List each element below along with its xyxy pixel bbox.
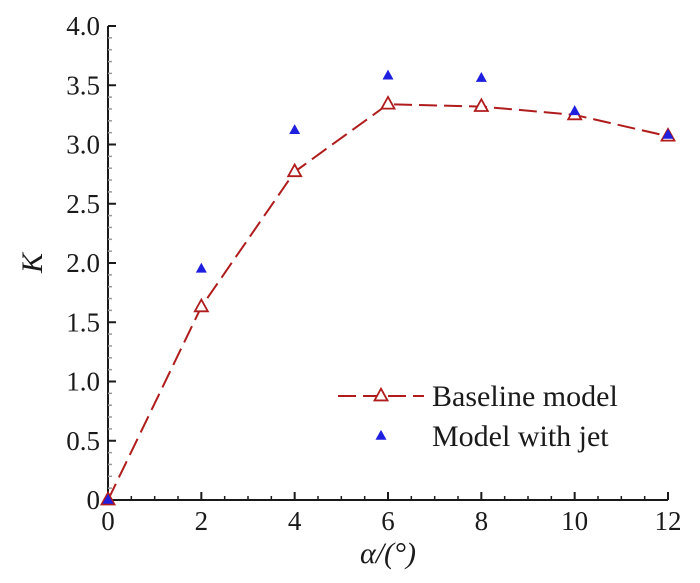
y-tick-label: 0: [87, 485, 101, 515]
y-tick-label: 2.0: [66, 248, 100, 278]
legend-label-jet: Model with jet: [432, 420, 609, 453]
y-tick-label: 1.5: [66, 307, 100, 337]
y-tick-label: 3.0: [66, 130, 100, 160]
x-tick-label: 10: [561, 506, 588, 536]
data-point-jet: [102, 493, 114, 504]
legend-marker-baseline: [372, 386, 390, 402]
data-point-baseline: [379, 95, 397, 110]
data-point-baseline: [193, 297, 210, 313]
data-point-jet: [289, 124, 301, 135]
x-tick-label: 2: [195, 506, 209, 536]
data-point-baseline: [286, 162, 303, 178]
y-axis-ticks: 0 0.5 1.0 1.5 2.0 2.5 3.0 3.5 4.0: [66, 11, 116, 515]
x-tick-label: 0: [101, 506, 115, 536]
x-tick-label: 6: [381, 506, 395, 536]
legend: Baseline model Model with jet: [338, 380, 618, 453]
legend-marker-jet: [375, 429, 387, 440]
data-point-jet: [195, 262, 207, 273]
x-tick-label: 12: [655, 506, 682, 536]
y-tick-label: 0.5: [66, 426, 100, 456]
legend-label-baseline: Baseline model: [432, 380, 618, 413]
x-tick-label: 4: [288, 506, 302, 536]
y-tick-label: 2.5: [66, 189, 100, 219]
y-tick-label: 4.0: [66, 11, 100, 41]
y-tick-label: 3.5: [66, 70, 100, 100]
x-axis-ticks: 0 2 4 6 8 10 12: [101, 492, 682, 536]
y-axis-title: K: [16, 251, 49, 274]
y-tick-label: 1.0: [66, 367, 100, 397]
x-tick-label: 8: [475, 506, 489, 536]
data-point-baseline: [473, 97, 490, 112]
x-axis-title: α/(°): [360, 537, 416, 570]
data-point-jet: [569, 105, 581, 116]
data-point-jet: [662, 128, 674, 139]
series-layer: [99, 69, 677, 506]
data-point-jet: [382, 69, 394, 80]
data-point-jet: [475, 72, 487, 82]
